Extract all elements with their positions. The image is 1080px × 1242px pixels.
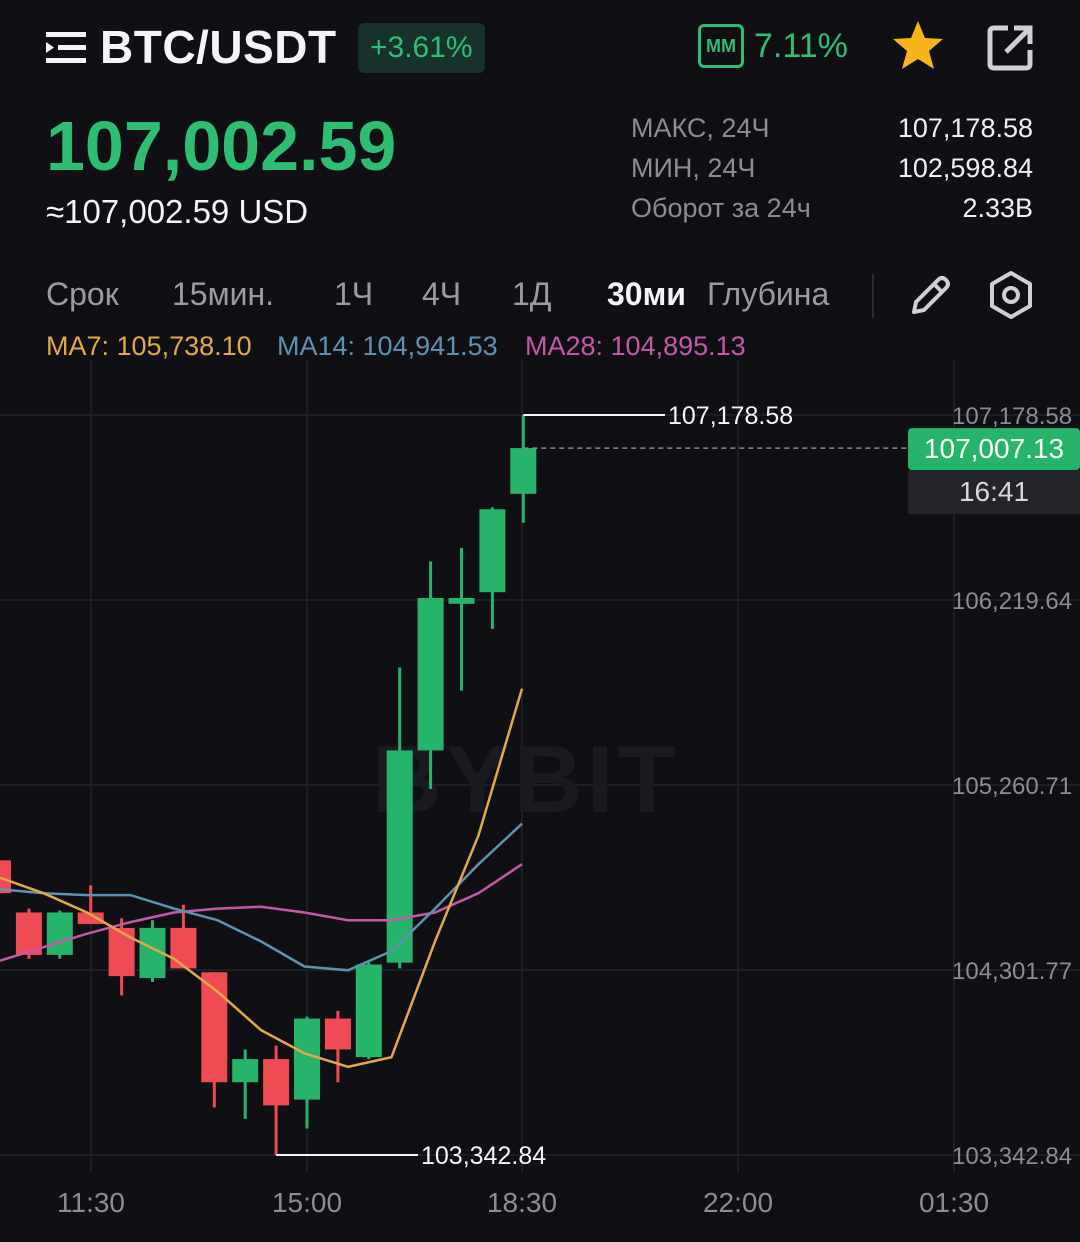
- stat-label-high: МАКС, 24Ч: [631, 113, 770, 143]
- mm-icon[interactable]: MM: [698, 24, 744, 68]
- change-badge: +3.61%: [358, 23, 485, 73]
- candle-body: [386, 750, 413, 963]
- ma28-label: MA28: 104,895.13: [525, 331, 746, 361]
- candle-body: [324, 1018, 351, 1050]
- y-tick-label: 104,301.77: [952, 958, 1072, 985]
- ma14-label: MA14: 104,941.53: [277, 331, 498, 361]
- candle-body: [0, 860, 11, 894]
- star-icon[interactable]: [890, 18, 946, 74]
- trading-pair[interactable]: BTC/USDT: [100, 21, 337, 73]
- candle-body: [263, 1059, 290, 1106]
- candle-body: [479, 509, 506, 593]
- x-tick-label: 01:30: [919, 1187, 989, 1218]
- x-tick-label: 15:00: [272, 1187, 342, 1218]
- candle-body: [417, 598, 444, 751]
- countdown-tag: [908, 470, 1080, 515]
- price-usd: ≈107,002.59 USD: [46, 193, 309, 230]
- low-marker-label: 103,342.84: [421, 1142, 546, 1170]
- tab-1d[interactable]: 1Д: [512, 276, 552, 312]
- share-icon[interactable]: [984, 20, 1038, 74]
- stat-value-high: 107,178.58: [897, 113, 1033, 143]
- tab-1h[interactable]: 1Ч: [334, 276, 374, 312]
- x-tick-label: 22:00: [703, 1187, 773, 1218]
- stat-value-turnover: 2.33B: [962, 193, 1033, 223]
- stat-label-low: МИН, 24Ч: [631, 153, 756, 183]
- candle-body: [77, 912, 104, 925]
- y-tick-label: 106,219.64: [952, 588, 1072, 615]
- tab-30m[interactable]: 30ми: [607, 276, 686, 312]
- divider: [872, 274, 874, 318]
- x-tick-label: 18:30: [487, 1187, 557, 1218]
- mm-value[interactable]: 7.11%: [754, 27, 848, 65]
- stat-label-turnover: Оборот за 24ч: [631, 193, 811, 223]
- pencil-icon[interactable]: [904, 270, 956, 322]
- settings-icon[interactable]: [984, 268, 1038, 322]
- y-tick-label: 105,260.71: [952, 773, 1072, 800]
- tab-15m[interactable]: 15мин.: [172, 276, 275, 312]
- menu-icon[interactable]: [46, 30, 88, 66]
- stat-value-low: 102,598.84: [897, 153, 1033, 183]
- y-tick-label: 103,342.84: [952, 1143, 1072, 1170]
- candle-body: [510, 448, 537, 494]
- price-chart[interactable]: BYBIT107,178.58106,219.64105,260.71104,3…: [0, 360, 1080, 1242]
- candle-body: [294, 1018, 320, 1100]
- countdown-tag-label: 16:41: [959, 476, 1029, 507]
- candle-body: [355, 964, 382, 1058]
- candle-body: [170, 927, 197, 969]
- candle-body: [448, 598, 475, 604]
- last-price-tag-label: 107,007.13: [924, 433, 1064, 464]
- candle-body: [108, 927, 135, 977]
- ma14-line: [0, 822, 523, 972]
- candle-body: [46, 912, 73, 955]
- tab-4h[interactable]: 4Ч: [422, 276, 462, 312]
- candle-body: [232, 1059, 259, 1083]
- ma7-line: [0, 688, 524, 1069]
- x-tick-label: 11:30: [57, 1187, 125, 1218]
- ma28-line: [0, 863, 523, 962]
- tab-depth[interactable]: Глубина: [707, 276, 830, 312]
- ma7-label: MA7: 105,738.10: [46, 331, 252, 361]
- last-price: 107,002.59: [46, 107, 397, 185]
- high-marker-label: 107,178.58: [668, 402, 793, 430]
- tab-period[interactable]: Срок: [46, 276, 119, 312]
- y-tick-label: 107,178.58: [952, 403, 1072, 430]
- last-price-tag: [908, 428, 1080, 471]
